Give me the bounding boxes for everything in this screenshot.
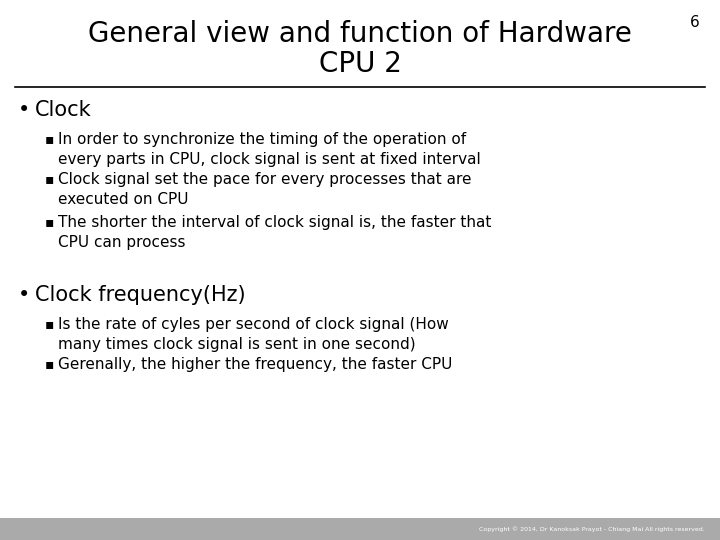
Text: Gerenally, the higher the frequency, the faster CPU: Gerenally, the higher the frequency, the… — [58, 357, 452, 372]
Text: The shorter the interval of clock signal is, the faster that
CPU can process: The shorter the interval of clock signal… — [58, 215, 491, 250]
Text: CPU 2: CPU 2 — [318, 50, 402, 78]
Text: In order to synchronize the timing of the operation of
every parts in CPU, clock: In order to synchronize the timing of th… — [58, 132, 481, 167]
Text: ▪: ▪ — [45, 172, 55, 186]
Text: Clock signal set the pace for every processes that are
executed on CPU: Clock signal set the pace for every proc… — [58, 172, 472, 207]
Text: ▪: ▪ — [45, 132, 55, 146]
Text: Clock: Clock — [35, 100, 91, 120]
Text: ▪: ▪ — [45, 215, 55, 229]
Text: General view and function of Hardware: General view and function of Hardware — [88, 20, 632, 48]
Text: Copyright © 2014, Dr Kanoksak Prayot - Chiang Mai All rights reserved.: Copyright © 2014, Dr Kanoksak Prayot - C… — [480, 526, 705, 532]
Text: •: • — [18, 285, 30, 305]
Text: •: • — [18, 100, 30, 120]
FancyBboxPatch shape — [0, 518, 720, 540]
Text: ▪: ▪ — [45, 357, 55, 371]
Text: Clock frequency(Hz): Clock frequency(Hz) — [35, 285, 246, 305]
Text: ▪: ▪ — [45, 317, 55, 331]
Text: 6: 6 — [690, 15, 700, 30]
Text: Is the rate of cyles per second of clock signal (How
many times clock signal is : Is the rate of cyles per second of clock… — [58, 317, 449, 352]
